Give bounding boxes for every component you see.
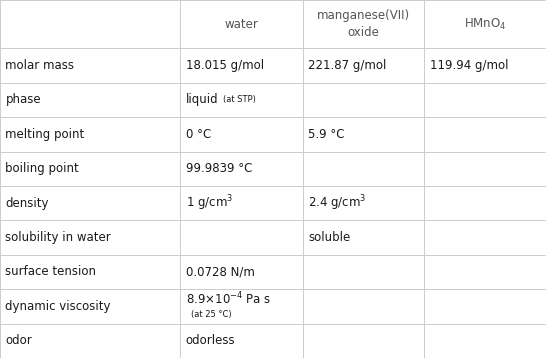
Text: (at STP): (at STP) <box>223 96 256 105</box>
Text: 1 g/cm$^3$: 1 g/cm$^3$ <box>186 193 233 213</box>
Text: 0 °C: 0 °C <box>186 128 211 141</box>
Text: melting point: melting point <box>5 128 85 141</box>
Text: 221.87 g/mol: 221.87 g/mol <box>308 59 387 72</box>
Text: 18.015 g/mol: 18.015 g/mol <box>186 59 264 72</box>
Text: solubility in water: solubility in water <box>5 231 111 244</box>
Text: surface tension: surface tension <box>5 266 97 279</box>
Text: 119.94 g/mol: 119.94 g/mol <box>430 59 508 72</box>
Text: 0.0728 N/m: 0.0728 N/m <box>186 266 254 279</box>
Text: odorless: odorless <box>186 334 235 347</box>
Text: odor: odor <box>5 334 32 347</box>
Text: density: density <box>5 197 49 210</box>
Text: soluble: soluble <box>308 231 351 244</box>
Text: HMnO$_4$: HMnO$_4$ <box>464 16 506 32</box>
Text: 8.9$\times$10$^{-4}$ Pa s: 8.9$\times$10$^{-4}$ Pa s <box>186 290 271 307</box>
Text: water: water <box>224 18 259 31</box>
Text: boiling point: boiling point <box>5 162 79 175</box>
Text: dynamic viscosity: dynamic viscosity <box>5 300 111 313</box>
Text: molar mass: molar mass <box>5 59 74 72</box>
Text: (at 25 °C): (at 25 °C) <box>191 310 232 319</box>
Text: liquid: liquid <box>186 93 218 106</box>
Text: phase: phase <box>5 93 41 106</box>
Text: 5.9 °C: 5.9 °C <box>308 128 345 141</box>
Text: manganese(VII)
oxide: manganese(VII) oxide <box>317 9 410 39</box>
Text: 2.4 g/cm$^3$: 2.4 g/cm$^3$ <box>308 193 367 213</box>
Text: 99.9839 °C: 99.9839 °C <box>186 162 252 175</box>
